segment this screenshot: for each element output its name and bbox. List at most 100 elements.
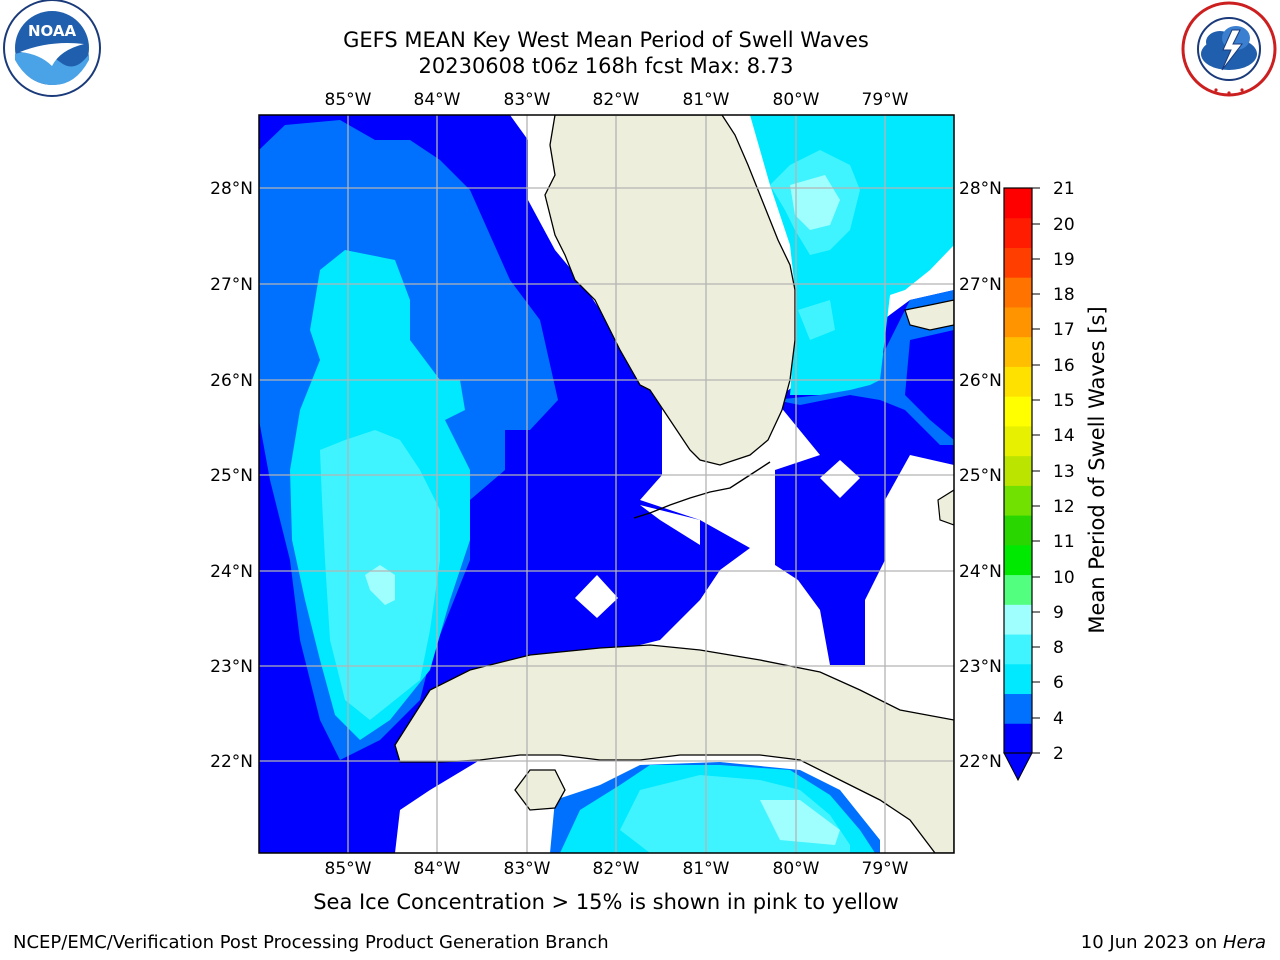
lat-labels-right: 28°N 27°N 26°N 25°N 24°N 23°N 22°N bbox=[959, 179, 1002, 772]
colorbar-extend-arrow bbox=[1003, 752, 1033, 782]
colorbar-tick-label: 18 bbox=[1053, 285, 1075, 305]
colorbar-tick-label: 13 bbox=[1053, 462, 1075, 482]
contour-8-9-south bbox=[760, 800, 840, 845]
florida-keys bbox=[633, 461, 771, 519]
florida-landmass bbox=[544, 115, 796, 466]
map-title-line-2: 20230608 t06z 168h fcst Max: 8.73 bbox=[418, 54, 794, 78]
colorbar-segment bbox=[1004, 544, 1032, 576]
colorbar-tick-label: 16 bbox=[1053, 356, 1075, 376]
colorbar-segment bbox=[1004, 485, 1032, 516]
colorbar-segment bbox=[1004, 693, 1032, 724]
colorbar-tick-label: 11 bbox=[1053, 532, 1075, 552]
contour-8-9-west bbox=[365, 565, 395, 605]
nodata-hole-1 bbox=[575, 575, 618, 618]
lat-label: 23°N bbox=[210, 657, 253, 677]
nws-logo bbox=[1181, 1, 1277, 97]
colorbar-tick-label: 14 bbox=[1053, 426, 1075, 446]
colorbar-segment bbox=[1004, 336, 1032, 367]
colorbar-tick-label: 21 bbox=[1053, 179, 1075, 199]
nodata-hole-2 bbox=[820, 460, 860, 498]
lon-label: 85°W bbox=[325, 859, 372, 879]
colorbar-label: Mean Period of Swell Waves [s] bbox=[1085, 306, 1109, 634]
noaa-logo: NOAA bbox=[3, 0, 101, 97]
colorbar-segment bbox=[1004, 515, 1032, 546]
lat-label: 23°N bbox=[959, 657, 1002, 677]
colorbar-segment bbox=[1004, 217, 1032, 248]
colorbar-segment bbox=[1004, 663, 1032, 695]
lat-label: 25°N bbox=[959, 466, 1002, 486]
map-title-line-1: GEFS MEAN Key West Mean Period of Swell … bbox=[343, 28, 869, 52]
lon-label: 81°W bbox=[683, 90, 730, 110]
footer-host: Hera bbox=[1222, 932, 1266, 953]
colorbar-tick-label: 2 bbox=[1053, 744, 1064, 764]
bahamas-island-1 bbox=[904, 299, 954, 331]
lon-label: 84°W bbox=[414, 90, 461, 110]
colorbar-segment bbox=[1004, 306, 1032, 338]
colorbar-tick-label: 9 bbox=[1053, 603, 1064, 623]
lon-label: 80°W bbox=[773, 90, 820, 110]
colorbar: 21 20 19 18 17 16 15 14 13 12 11 10 9 8 6 4 2 bbox=[1003, 179, 1075, 782]
footer-date-text: 10 Jun 2023 on bbox=[1080, 932, 1223, 953]
colorbar-tick-label: 12 bbox=[1053, 497, 1075, 517]
lon-label: 85°W bbox=[325, 90, 372, 110]
colorbar-segment bbox=[1004, 425, 1032, 457]
cuba-landmass bbox=[394, 644, 954, 853]
lat-label: 22°N bbox=[959, 752, 1002, 772]
gridlines bbox=[259, 115, 954, 853]
lat-label: 24°N bbox=[210, 562, 253, 582]
lat-labels-left: 28°N 27°N 26°N 25°N 24°N 23°N 22°N bbox=[210, 179, 253, 772]
nodata-hole-3 bbox=[640, 505, 700, 545]
colorbar-tick-label: 15 bbox=[1053, 391, 1075, 411]
contour-7-8-east-2 bbox=[798, 300, 835, 340]
lat-label: 27°N bbox=[210, 275, 253, 295]
sea-ice-note: Sea Ice Concentration > 15% is shown in … bbox=[313, 890, 899, 914]
contour-8-9-east bbox=[790, 175, 840, 230]
lon-label: 83°W bbox=[504, 859, 551, 879]
lat-label: 24°N bbox=[959, 562, 1002, 582]
footer-credit: NCEP/EMC/Verification Post Processing Pr… bbox=[13, 932, 609, 953]
colorbar-segments bbox=[1004, 188, 1032, 754]
colorbar-segment bbox=[1004, 634, 1032, 665]
map-frame bbox=[258, 114, 955, 854]
lon-label: 82°W bbox=[593, 859, 640, 879]
lon-label: 80°W bbox=[773, 859, 820, 879]
lon-labels-bottom: 85°W 84°W 83°W 82°W 81°W 80°W 79°W bbox=[325, 859, 909, 879]
lat-label: 28°N bbox=[959, 179, 1002, 199]
lon-label: 81°W bbox=[683, 859, 730, 879]
lat-label: 28°N bbox=[210, 179, 253, 199]
lon-label: 82°W bbox=[593, 90, 640, 110]
lat-label: 26°N bbox=[210, 371, 253, 391]
colorbar-segment bbox=[1004, 277, 1032, 308]
colorbar-segment bbox=[1004, 366, 1032, 397]
colorbar-tick-label: 19 bbox=[1053, 250, 1075, 270]
colorbar-tick-label: 6 bbox=[1053, 673, 1064, 693]
colorbar-segment bbox=[1004, 574, 1032, 605]
colorbar-segment bbox=[1004, 723, 1032, 754]
lat-label: 26°N bbox=[959, 371, 1002, 391]
lon-labels-top: 85°W 84°W 83°W 82°W 81°W 80°W 79°W bbox=[325, 90, 909, 110]
bahamas-island-2 bbox=[937, 489, 954, 526]
lon-label: 84°W bbox=[414, 859, 461, 879]
lon-label: 83°W bbox=[504, 90, 551, 110]
lat-label: 25°N bbox=[210, 466, 253, 486]
colorbar-ticks: 21 20 19 18 17 16 15 14 13 12 11 10 9 8 6 4 2 bbox=[1032, 179, 1075, 764]
footer-date: 10 Jun 2023 on Hera bbox=[1081, 932, 1266, 953]
lat-label: 22°N bbox=[210, 752, 253, 772]
colorbar-tick-label: 10 bbox=[1053, 568, 1075, 588]
lat-label: 27°N bbox=[959, 275, 1002, 295]
lon-label: 79°W bbox=[862, 90, 909, 110]
colorbar-tick-label: 4 bbox=[1053, 709, 1064, 729]
swell-period-field bbox=[259, 115, 954, 853]
colorbar-tick-label: 17 bbox=[1053, 320, 1075, 340]
noaa-logo-text: NOAA bbox=[28, 22, 77, 40]
colorbar-segment bbox=[1004, 455, 1032, 486]
colorbar-segment bbox=[1004, 604, 1032, 635]
colorbar-tick-label: 20 bbox=[1053, 215, 1075, 235]
lon-label: 79°W bbox=[862, 859, 909, 879]
colorbar-tick-label: 8 bbox=[1053, 638, 1064, 658]
colorbar-segment bbox=[1004, 188, 1032, 219]
colorbar-segment bbox=[1004, 396, 1032, 427]
contour-4-6-east bbox=[775, 290, 954, 445]
colorbar-segment bbox=[1004, 247, 1032, 278]
